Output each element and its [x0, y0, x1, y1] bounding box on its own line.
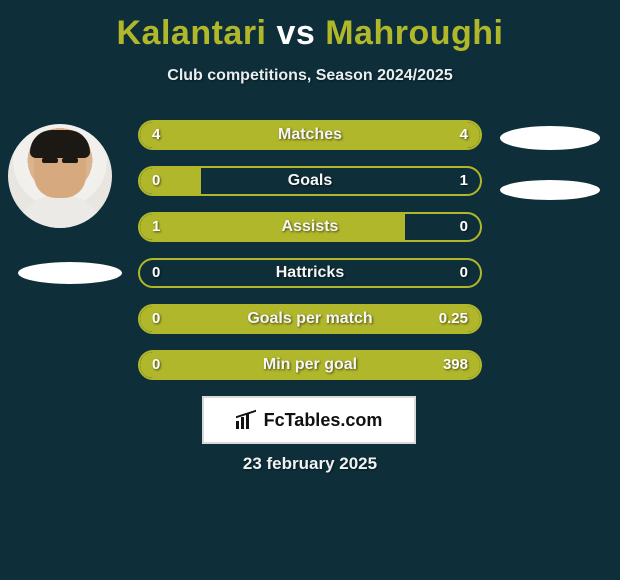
- title-player2: Mahroughi: [325, 14, 503, 52]
- bar-label: Goals per match: [140, 306, 480, 332]
- brand-badge: FcTables.com: [202, 396, 416, 444]
- date-label: 23 february 2025: [0, 454, 620, 474]
- bar-label: Goals: [140, 168, 480, 194]
- chart-icon: [236, 411, 258, 429]
- avatar-player1: [8, 124, 112, 228]
- avatar-placeholder-player2-top: [500, 126, 600, 150]
- avatar-shadow-player1: [18, 262, 122, 284]
- brand-text: FcTables.com: [264, 410, 383, 431]
- bar-matches: 4 Matches 4: [138, 120, 482, 150]
- bar-value-right: 0: [460, 214, 468, 240]
- stats-bars: 4 Matches 4 0 Goals 1 1 Assists 0 0 Hatt…: [138, 120, 482, 396]
- bar-value-right: 398: [443, 352, 468, 378]
- page-title: Kalantari vs Mahroughi: [0, 0, 620, 53]
- bar-goals: 0 Goals 1: [138, 166, 482, 196]
- bar-value-right: 0: [460, 260, 468, 286]
- bar-label: Matches: [140, 122, 480, 148]
- bar-label: Min per goal: [140, 352, 480, 378]
- bar-min-per-goal: 0 Min per goal 398: [138, 350, 482, 380]
- bar-label: Hattricks: [140, 260, 480, 286]
- subtitle: Club competitions, Season 2024/2025: [0, 67, 620, 85]
- bar-assists: 1 Assists 0: [138, 212, 482, 242]
- bar-value-right: 0.25: [439, 306, 468, 332]
- title-player1: Kalantari: [117, 14, 267, 52]
- bar-hattricks: 0 Hattricks 0: [138, 258, 482, 288]
- bar-value-right: 4: [460, 122, 468, 148]
- bar-goals-per-match: 0 Goals per match 0.25: [138, 304, 482, 334]
- avatar-placeholder-player2-bottom: [500, 180, 600, 200]
- bar-value-right: 1: [460, 168, 468, 194]
- bar-label: Assists: [140, 214, 480, 240]
- title-vs: vs: [276, 14, 315, 52]
